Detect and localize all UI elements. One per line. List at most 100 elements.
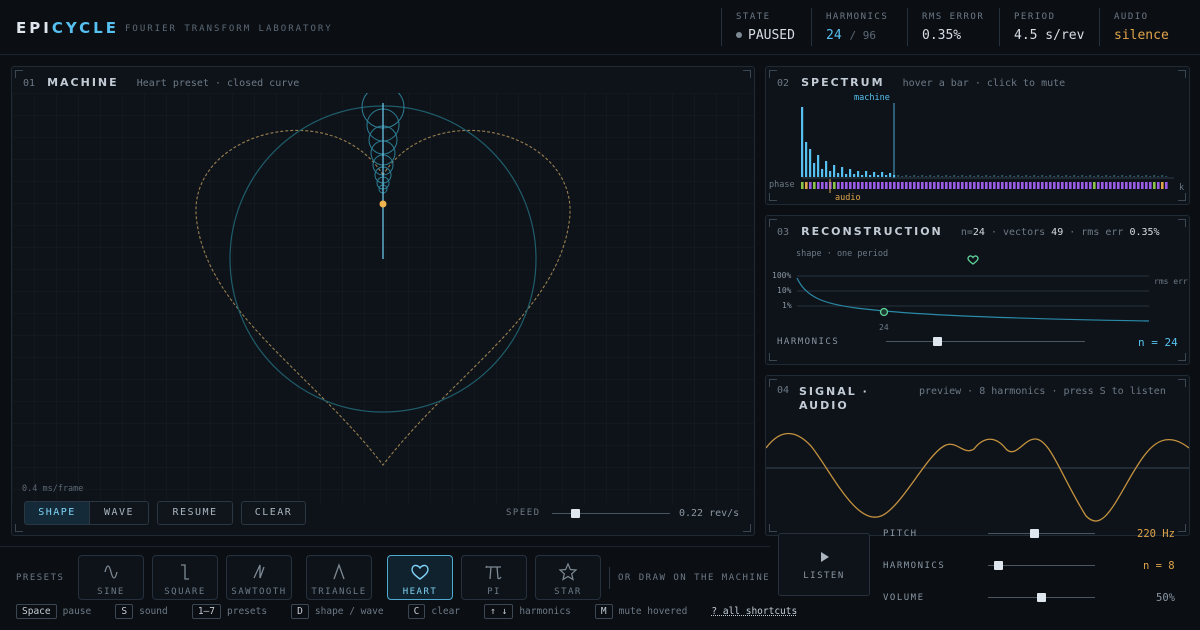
spectrum-bar[interactable] [813,163,816,177]
speed-slider[interactable] [552,501,670,525]
spectrum-bar[interactable] [1141,176,1144,177]
spectrum-bar[interactable] [809,149,812,177]
spectrum-bar[interactable] [989,176,992,177]
spectrum-bar[interactable] [1053,176,1056,177]
spectrum-bar[interactable] [1013,176,1016,177]
slider-thumb[interactable] [994,561,1004,570]
spectrum-bar[interactable] [981,176,984,177]
spectrum-bar[interactable] [889,173,892,177]
spectrum-bar[interactable] [1165,176,1168,177]
spectrum-bar[interactable] [1009,175,1012,177]
spectrum-bar[interactable] [973,176,976,177]
spectrum-bar[interactable] [873,172,876,177]
spectrum-bar[interactable] [853,174,856,177]
spectrum-bar[interactable] [877,175,880,177]
epicycle-canvas[interactable] [12,93,754,503]
spectrum-bar[interactable] [1105,175,1108,177]
spectrum-bar[interactable] [1097,175,1100,177]
spectrum-bar[interactable] [1089,175,1092,177]
preset-pi[interactable]: PI [461,555,527,600]
spectrum-bar[interactable] [1037,176,1040,177]
listen-button[interactable]: LISTEN [778,533,870,596]
spectrum-bar[interactable] [969,175,972,177]
spectrum-bar[interactable] [1117,176,1120,177]
clear-button[interactable]: CLEAR [241,501,306,525]
spectrum-bar[interactable] [1081,175,1084,177]
spectrum-bar[interactable] [1085,176,1088,177]
spectrum-bar[interactable] [913,175,916,177]
pitch-slider[interactable] [988,527,1095,541]
spectrum-bar[interactable] [909,176,912,177]
spectrum-bar[interactable] [1113,175,1116,177]
spectrum-bar[interactable] [1041,175,1044,177]
audio-harmonics-slider[interactable] [988,559,1095,573]
spectrum-bar[interactable] [925,176,928,177]
spectrum-bar[interactable] [1137,175,1140,177]
spectrum-bar[interactable] [1157,176,1160,177]
spectrum-bar[interactable] [885,175,888,177]
spectrum-bar[interactable] [801,107,804,177]
spectrum-bar[interactable] [1121,175,1124,177]
spectrum-bar[interactable] [977,175,980,177]
volume-slider[interactable] [988,591,1095,605]
preset-star[interactable]: STAR [535,555,601,600]
spectrum-bar[interactable] [1101,176,1104,177]
spectrum-bar[interactable] [825,161,828,177]
preset-triangle[interactable]: TRIANGLE [306,555,372,600]
spectrum-bar[interactable] [1033,175,1036,177]
spectrum-bar[interactable] [1045,176,1048,177]
spectrum-bar[interactable] [893,175,896,177]
spectrum-bar[interactable] [817,155,820,177]
preset-heart[interactable]: HEART [387,555,453,600]
spectrum-bar[interactable] [829,171,832,177]
spectrum-bar[interactable] [993,175,996,177]
resume-button[interactable]: RESUME [157,501,233,525]
spectrum-bar[interactable] [905,175,908,177]
spectrum-bar[interactable] [949,176,952,177]
spectrum-bar[interactable] [837,173,840,177]
slider-thumb[interactable] [571,509,581,518]
spectrum-bar[interactable] [1077,176,1080,177]
spectrum-bar[interactable] [857,171,860,177]
spectrum-bar[interactable] [865,171,868,177]
shape-mode-button[interactable]: SHAPE [24,501,90,525]
spectrum-bar[interactable] [957,176,960,177]
spectrum-bar[interactable] [845,174,848,177]
spectrum-bars[interactable] [801,107,1168,177]
spectrum-bar[interactable] [1153,175,1156,177]
spectrum-bar[interactable] [1093,176,1096,177]
spectrum-bar[interactable] [937,175,940,177]
slider-thumb[interactable] [933,337,943,346]
spectrum-bar[interactable] [901,176,904,177]
spectrum-bar[interactable] [1145,175,1148,177]
spectrum-bar[interactable] [1109,176,1112,177]
spectrum-bar[interactable] [945,175,948,177]
spectrum-bar[interactable] [861,175,864,177]
spectrum-bar[interactable] [869,175,872,177]
preset-square[interactable]: SQUARE [152,555,218,600]
spectrum-bar[interactable] [1017,175,1020,177]
spectrum-bar[interactable] [1025,175,1028,177]
harmonics-slider[interactable] [886,335,1085,349]
spectrum-chart[interactable] [766,101,1189,201]
spectrum-bar[interactable] [1005,176,1008,177]
all-shortcuts-link[interactable]: ? all shortcuts [711,606,798,617]
spectrum-bar[interactable] [849,169,852,177]
spectrum-bar[interactable] [1133,176,1136,177]
spectrum-bar[interactable] [841,167,844,177]
spectrum-bar[interactable] [821,169,824,177]
spectrum-bar[interactable] [1065,175,1068,177]
spectrum-bar[interactable] [1061,176,1064,177]
spectrum-bar[interactable] [961,175,964,177]
slider-thumb[interactable] [1029,529,1039,538]
spectrum-bar[interactable] [805,142,808,177]
slider-thumb[interactable] [1037,593,1046,602]
spectrum-bar[interactable] [985,175,988,177]
spectrum-bar[interactable] [953,175,956,177]
spectrum-bar[interactable] [881,172,884,177]
spectrum-bar[interactable] [1073,175,1076,177]
wave-mode-button[interactable]: WAVE [90,501,149,525]
spectrum-bar[interactable] [1021,176,1024,177]
spectrum-bar[interactable] [833,165,836,177]
spectrum-bar[interactable] [1149,176,1152,177]
